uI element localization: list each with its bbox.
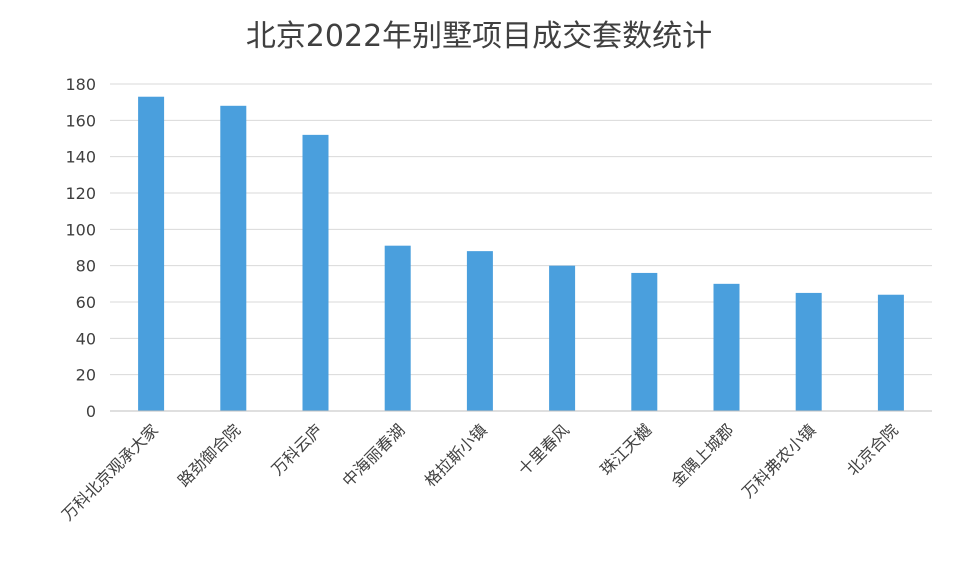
bar — [302, 134, 329, 411]
y-axis-ticks: 0 20 40 60 80 100 120 140 160 180 — [65, 75, 96, 421]
x-tick-label: 珠江天樾 — [596, 420, 655, 479]
x-tick-label: 金隅上城郡 — [667, 420, 737, 490]
bar — [384, 245, 411, 411]
bar — [549, 265, 576, 411]
y-tick-label: 160 — [65, 111, 96, 130]
bars — [138, 96, 904, 412]
y-tick-label: 40 — [76, 329, 96, 348]
bar — [220, 105, 247, 412]
y-tick-label: 120 — [65, 184, 96, 203]
bar — [713, 283, 740, 411]
bar — [631, 272, 658, 411]
bar — [877, 294, 904, 411]
x-axis-ticks: 万科北京观承大家 路劲御合院 万科云庐 中海丽春湖 格拉斯小镇 十里春风 珠江天樾 金隅上城郡… — [58, 420, 902, 524]
y-tick-label: 0 — [86, 402, 96, 421]
y-tick-label: 140 — [65, 148, 96, 167]
x-tick-label: 北京合院 — [843, 420, 902, 479]
bar — [795, 292, 822, 411]
x-tick-label: 万科云庐 — [268, 420, 327, 479]
y-tick-label: 20 — [76, 366, 96, 385]
y-tick-label: 60 — [76, 293, 96, 312]
y-tick-label: 100 — [65, 220, 96, 239]
x-tick-label: 中海丽春湖 — [339, 420, 409, 490]
x-tick-label: 十里春风 — [514, 420, 573, 479]
bar — [138, 96, 165, 411]
gridlines — [110, 83, 932, 376]
x-tick-label: 格拉斯小镇 — [421, 420, 491, 490]
x-tick-label: 路劲御合院 — [174, 420, 244, 490]
x-tick-label: 万科弗农小镇 — [738, 420, 819, 501]
chart-title: 北京2022年别墅项目成交套数统计 — [246, 19, 712, 54]
x-tick-label: 万科北京观承大家 — [58, 420, 162, 524]
y-tick-label: 80 — [76, 257, 96, 276]
y-tick-label: 180 — [65, 75, 96, 94]
bar — [466, 251, 493, 411]
